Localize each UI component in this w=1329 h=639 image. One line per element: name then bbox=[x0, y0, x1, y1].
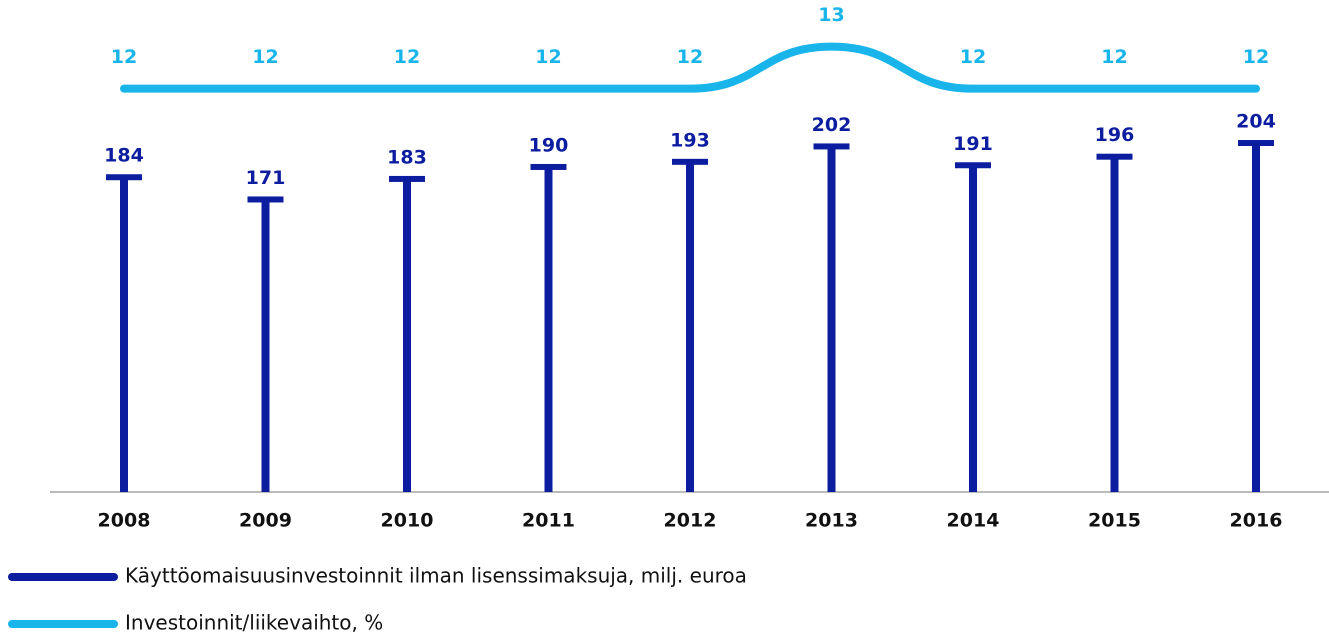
value-label: 171 bbox=[246, 167, 286, 189]
bar bbox=[686, 161, 694, 492]
x-tick-label: 2015 bbox=[1088, 510, 1141, 532]
x-tick-label: 2010 bbox=[381, 510, 434, 532]
bar-cap bbox=[813, 143, 850, 150]
bar bbox=[261, 199, 270, 493]
value-label: 12 bbox=[535, 46, 561, 68]
bar bbox=[1110, 156, 1119, 492]
bar-cap bbox=[389, 175, 425, 182]
value-label: 12 bbox=[960, 46, 986, 68]
value-label: 191 bbox=[953, 133, 993, 155]
value-label: 12 bbox=[394, 46, 420, 68]
value-label: 202 bbox=[812, 114, 852, 136]
value-label: 193 bbox=[670, 129, 710, 151]
value-label: 12 bbox=[1243, 46, 1269, 68]
line bbox=[120, 42, 1260, 93]
x-tick-label: 2008 bbox=[98, 510, 151, 532]
value-label: 12 bbox=[677, 46, 703, 68]
legend-label: Investoinnit/liikevaihto, % bbox=[125, 611, 383, 635]
bar bbox=[120, 177, 128, 492]
bar bbox=[969, 165, 977, 492]
legend-label: Käyttöomaisuusinvestoinnit ilman lisenss… bbox=[125, 564, 747, 588]
value-label: 12 bbox=[111, 46, 137, 68]
x-tick-label: 2009 bbox=[239, 510, 292, 532]
value-label: 12 bbox=[1101, 46, 1127, 68]
bar-cap bbox=[955, 162, 991, 169]
value-label: 13 bbox=[818, 4, 844, 26]
x-tick-label: 2013 bbox=[805, 510, 858, 532]
bar-cap bbox=[672, 158, 708, 165]
bar bbox=[544, 166, 553, 492]
bar-cap bbox=[247, 196, 284, 203]
bar-cap bbox=[106, 174, 142, 181]
value-label: 183 bbox=[387, 146, 427, 168]
x-tick-label: 2011 bbox=[522, 510, 575, 532]
value-label: 190 bbox=[529, 134, 569, 156]
bar bbox=[403, 178, 411, 493]
value-label: 196 bbox=[1095, 124, 1135, 146]
x-tick-label: 2016 bbox=[1230, 510, 1283, 532]
value-label: 12 bbox=[252, 46, 278, 68]
value-label: 204 bbox=[1236, 111, 1276, 133]
bar bbox=[1252, 143, 1260, 492]
x-tick-label: 2014 bbox=[947, 510, 1000, 532]
bar-cap bbox=[1096, 153, 1133, 160]
bar-cap bbox=[1238, 140, 1274, 147]
bar bbox=[827, 146, 836, 492]
bar-cap bbox=[530, 163, 567, 170]
x-tick-label: 2012 bbox=[664, 510, 717, 532]
value-label: 184 bbox=[104, 145, 144, 167]
